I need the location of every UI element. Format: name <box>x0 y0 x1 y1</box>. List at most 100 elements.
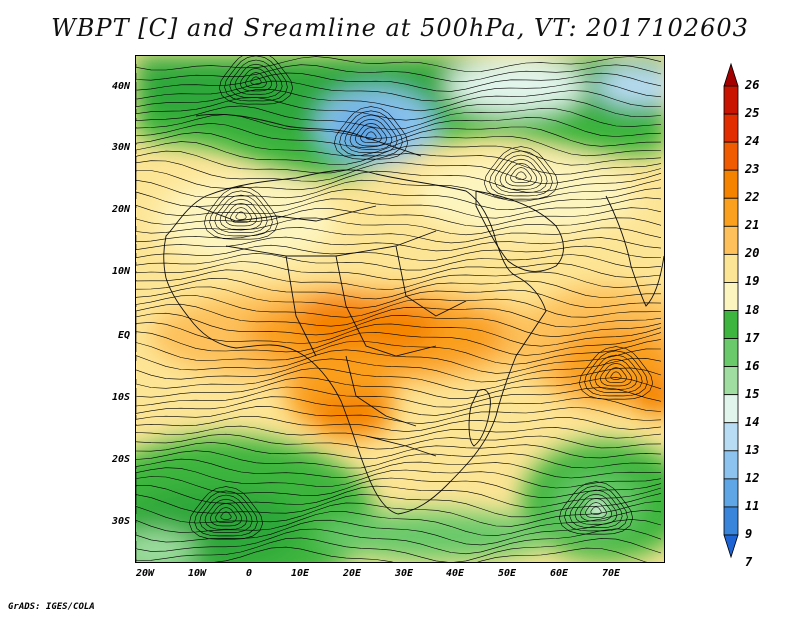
country-boundary <box>163 169 547 515</box>
streamline <box>599 363 633 387</box>
continent-outlines <box>163 113 664 515</box>
streamline <box>136 132 662 157</box>
colorbar-box <box>723 394 739 424</box>
streamline <box>136 331 662 356</box>
colorbar-label: 17 <box>745 330 760 345</box>
colorbar-box <box>723 225 739 255</box>
streamline <box>136 64 662 82</box>
streamline <box>199 494 253 533</box>
country-boundary <box>195 113 422 157</box>
streamline <box>136 217 662 236</box>
colorbar-box <box>723 282 739 311</box>
streamline <box>564 485 628 532</box>
streamline <box>136 450 662 469</box>
colorbar-box <box>723 253 739 283</box>
streamline <box>578 346 654 400</box>
lon-label-30e: 30E <box>394 568 414 579</box>
colorbar-box <box>723 197 739 227</box>
streamline <box>584 350 648 397</box>
credit-text: GrADS: IGES/COLA <box>8 602 95 612</box>
streamline <box>136 425 662 440</box>
colorbar-box <box>723 366 739 396</box>
streamline <box>136 105 662 130</box>
streamline <box>136 377 662 399</box>
streamline <box>218 56 294 105</box>
lat-label-10s: 10S <box>111 392 130 403</box>
colorbar-label: 19 <box>745 274 760 289</box>
streamline <box>136 528 662 555</box>
streamline <box>590 506 602 515</box>
streamline <box>136 286 662 309</box>
streamline <box>250 76 262 85</box>
streamline <box>605 367 627 383</box>
streamline <box>333 106 409 160</box>
streamline <box>136 500 662 527</box>
colorbar-label: 26 <box>745 78 760 92</box>
map-panel <box>135 55 665 563</box>
streamline <box>229 59 283 98</box>
colorbar-top-triangle <box>723 62 739 87</box>
streamline <box>136 236 662 252</box>
streamline <box>136 269 662 290</box>
colorbar-box <box>723 85 739 115</box>
colorbar-label: 21 <box>745 218 760 233</box>
chart-title: WBPT [C] and Sreamline at 500hPa, VT: 20… <box>51 14 749 42</box>
lon-label-60e: 60E <box>549 568 569 579</box>
colorbar-label: 25 <box>745 106 760 121</box>
streamline <box>510 167 532 183</box>
streamline <box>136 252 662 271</box>
lat-label-40n: 40N <box>111 81 130 92</box>
country-boundary <box>365 435 437 457</box>
streamline <box>610 371 622 380</box>
lon-label-10e: 10E <box>290 568 310 579</box>
streamline <box>136 56 662 72</box>
streamline <box>136 312 662 338</box>
streamline <box>215 507 237 523</box>
streamline <box>365 131 377 140</box>
streamline <box>234 63 278 95</box>
streamline <box>136 207 662 227</box>
wbpt-map <box>136 56 664 562</box>
colorbar-label: 16 <box>745 358 760 373</box>
streamline <box>194 490 258 537</box>
streamline <box>136 197 662 219</box>
country-boundary <box>395 245 467 317</box>
colorbar-box <box>723 113 739 143</box>
streamline <box>504 163 538 187</box>
streamline <box>136 114 662 139</box>
streamline <box>209 503 243 527</box>
streamline <box>515 171 527 180</box>
colorbar-box <box>723 338 739 368</box>
streamline <box>579 498 613 522</box>
lat-label-30n: 30N <box>111 142 130 153</box>
streamline <box>136 339 662 365</box>
streamline <box>136 406 662 424</box>
streamline <box>569 489 623 528</box>
streamline <box>136 295 662 318</box>
streamline <box>360 127 382 143</box>
streamline <box>349 118 393 150</box>
colorbar-label: 18 <box>745 302 760 317</box>
lat-label-20n: 20N <box>111 204 130 215</box>
colorbar-label: 24 <box>745 134 760 149</box>
streamline <box>136 321 662 347</box>
colorbar-label: 15 <box>745 386 760 401</box>
streamline <box>136 150 662 175</box>
streamline <box>224 56 288 102</box>
colorbar-box <box>723 506 739 536</box>
streamline <box>136 537 662 562</box>
streamline <box>230 207 252 223</box>
streamline <box>136 277 661 300</box>
streamline <box>136 386 662 408</box>
colorbar-box <box>723 422 739 452</box>
streamline <box>136 160 662 184</box>
streamline <box>136 88 662 112</box>
streamline <box>558 481 634 535</box>
streamline <box>204 498 248 530</box>
colorbar-label: 7 <box>745 555 753 570</box>
colorbar-label: 20 <box>745 246 760 261</box>
country-boundary <box>605 195 664 307</box>
colorbar-box <box>723 450 739 480</box>
country-boundary <box>335 255 437 357</box>
streamline <box>574 493 618 525</box>
